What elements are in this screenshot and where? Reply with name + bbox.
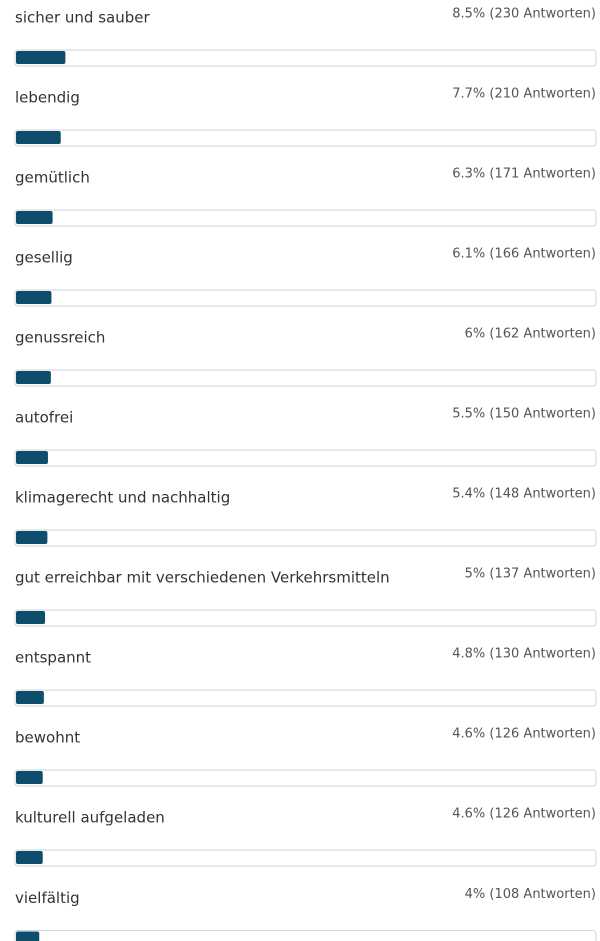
bar-track (14, 930, 597, 941)
value-label: 6.3% (171 Antworten) (452, 167, 596, 182)
bar-track (14, 209, 597, 227)
bar (16, 371, 51, 384)
bar-track (14, 449, 597, 467)
value-label: 4.8% (130 Antworten) (452, 647, 596, 662)
bar (16, 531, 48, 544)
value-label: 8.5% (230 Antworten) (452, 7, 596, 22)
option-label: gut erreichbar mit verschiedenen Verkehr… (15, 569, 390, 587)
bar (16, 291, 52, 304)
value-label: 4% (108 Antworten) (465, 887, 596, 902)
value-label: 5.5% (150 Antworten) (452, 407, 596, 422)
option-label: klimagerecht und nachhaltig (15, 489, 230, 507)
bar (16, 131, 61, 144)
bar-track (14, 49, 597, 67)
bar-track (14, 289, 597, 307)
bar (16, 211, 53, 224)
value-label: 7.7% (210 Antworten) (452, 87, 596, 102)
bar (16, 851, 43, 864)
bar-track (14, 369, 597, 387)
option-label: lebendig (15, 89, 80, 107)
value-label: 6% (162 Antworten) (465, 327, 596, 342)
bar (16, 611, 46, 624)
bar-track (14, 529, 597, 547)
bar (16, 931, 40, 941)
option-label: genussreich (15, 329, 105, 347)
option-label: bewohnt (15, 729, 80, 747)
value-label: 5.4% (148 Antworten) (452, 487, 596, 502)
bar (16, 451, 48, 464)
option-label: gemütlich (15, 169, 90, 187)
bar (16, 51, 66, 64)
option-label: entspannt (15, 649, 91, 667)
option-label: sicher und sauber (15, 9, 150, 27)
value-label: 4.6% (126 Antworten) (452, 727, 596, 742)
bar-track (14, 129, 597, 147)
bar-track (14, 689, 597, 707)
bar (16, 771, 43, 784)
bar-track (14, 849, 597, 867)
option-label: gesellig (15, 249, 73, 267)
value-label: 4.6% (126 Antworten) (452, 807, 596, 822)
value-label: 5% (137 Antworten) (465, 567, 596, 582)
value-label: 6.1% (166 Antworten) (452, 247, 596, 262)
option-label: autofrei (15, 409, 73, 427)
bar (16, 691, 44, 704)
bar-track (14, 769, 597, 787)
option-label: vielfältig (15, 889, 80, 907)
bar-track (14, 609, 597, 627)
option-label: kulturell aufgeladen (15, 809, 165, 827)
